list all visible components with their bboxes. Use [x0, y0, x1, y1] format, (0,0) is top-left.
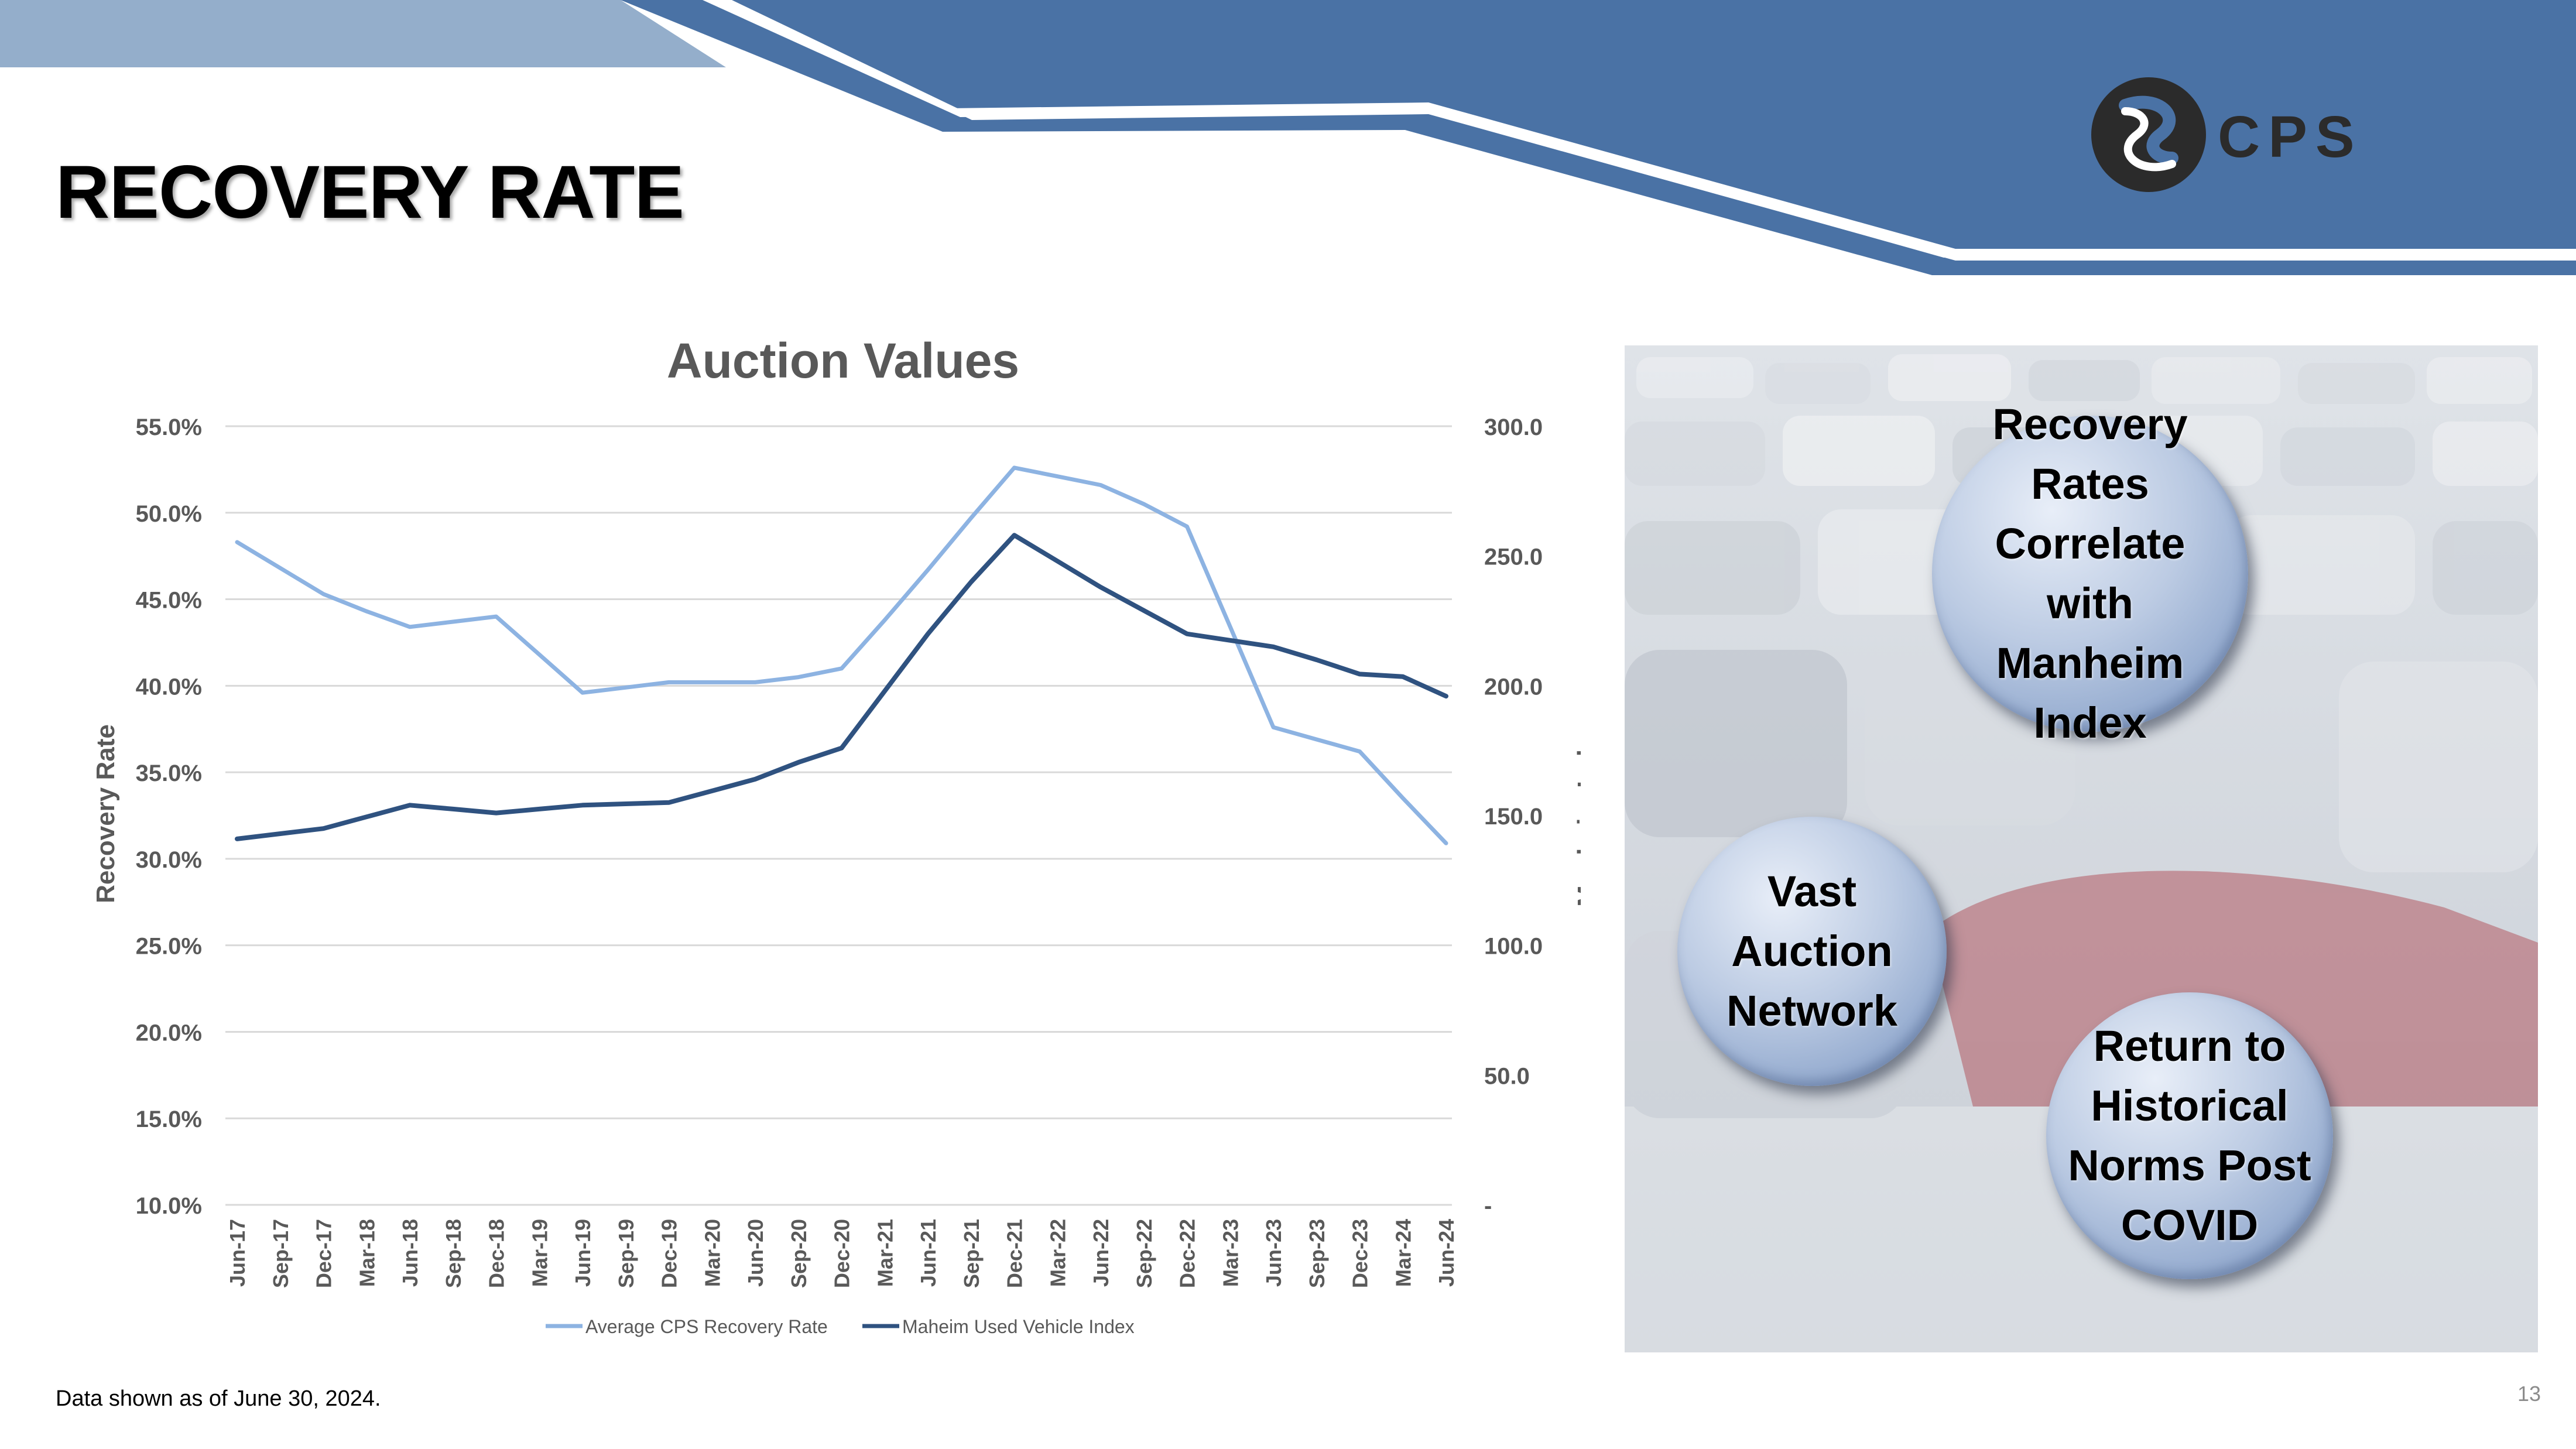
- x-tick-label: Jun-19: [571, 1219, 595, 1287]
- left-axis-ticks: 10.0% 15.0% 20.0% 25.0% 30.0% 35.0% 40.0% 45.0%…: [136, 415, 202, 1219]
- logo-text: CPS: [2218, 104, 2363, 170]
- x-tick-label: Dec-18: [485, 1219, 509, 1288]
- x-tick-label: Sep-18: [441, 1219, 465, 1288]
- right-tick-label: 50.0: [1484, 1063, 1530, 1089]
- legend-label-recovery: Average CPS Recovery Rate: [585, 1316, 828, 1337]
- bubble-recovery-correlation: Recovery Rates Correlate with Manheim In…: [1932, 400, 2248, 747]
- x-tick-label: Sep-22: [1132, 1219, 1156, 1288]
- x-tick-label: Dec-23: [1348, 1219, 1372, 1288]
- bubble-vast-auction: Vast Auction Network: [1677, 817, 1947, 1086]
- x-tick-label: Sep-23: [1305, 1219, 1329, 1288]
- auction-values-chart: Auction Values 10.0% 15.0% 20.0% 25.0% 30.0%…: [91, 333, 1581, 1337]
- x-tick-label: Jun-24: [1434, 1219, 1458, 1287]
- x-tick-label: Sep-21: [960, 1219, 984, 1288]
- right-tick-label: 100.0: [1484, 934, 1543, 960]
- header-banner: [0, 0, 2576, 275]
- left-tick-label: 10.0%: [136, 1193, 202, 1219]
- banner-light-band: [0, 0, 726, 67]
- x-tick-label: Mar-21: [873, 1219, 897, 1287]
- x-tick-label: Sep-19: [614, 1219, 638, 1288]
- manheim-index-line: [235, 533, 1448, 841]
- chart-title: Auction Values: [667, 333, 1019, 388]
- x-tick-label: Jun-23: [1262, 1219, 1286, 1287]
- x-tick-label: Mar-22: [1046, 1219, 1070, 1287]
- right-axis-label: Manheim Index: [1573, 721, 1581, 907]
- right-tick-label: 250.0: [1484, 544, 1543, 570]
- logo-mark-icon: [2091, 77, 2206, 192]
- x-axis-ticks: Jun-17 Sep-17 Dec-17 Mar-18 Jun-18 Sep-18 Dec-…: [225, 1219, 1458, 1288]
- x-tick-label: Mar-18: [355, 1219, 379, 1287]
- logo-swoosh-upper-icon: [2119, 95, 2178, 165]
- left-tick-label: 50.0%: [136, 501, 202, 527]
- right-tick-label: 150.0: [1484, 804, 1543, 830]
- chart-legend: Average CPS Recovery Rate Maheim Used Ve…: [546, 1316, 1135, 1337]
- left-tick-label: 45.0%: [136, 588, 202, 614]
- cps-logo: CPS: [2091, 77, 2363, 192]
- left-tick-label: 40.0%: [136, 674, 202, 700]
- series-lines: [235, 465, 1448, 845]
- right-tick-label: 300.0: [1484, 415, 1543, 440]
- left-axis-label: Recovery Rate: [91, 724, 120, 903]
- left-tick-label: 15.0%: [136, 1107, 202, 1132]
- bubble-historical-norms-text: Return to Historical Norms Post COVID: [2068, 1022, 2311, 1249]
- gridlines: [225, 425, 1452, 1206]
- right-tick-label: -: [1484, 1193, 1492, 1219]
- right-tick-label: 200.0: [1484, 674, 1543, 700]
- bubble-vast-auction-text: Vast Auction Network: [1727, 867, 1897, 1035]
- x-tick-label: Jun-22: [1089, 1219, 1113, 1287]
- x-tick-label: Sep-20: [787, 1219, 811, 1288]
- left-tick-label: 30.0%: [136, 847, 202, 873]
- x-tick-label: Dec-20: [830, 1219, 854, 1288]
- bubble-recovery-correlation-text: Recovery Rates Correlate with Manheim In…: [1992, 400, 2188, 747]
- x-tick-label: Mar-23: [1218, 1219, 1242, 1287]
- left-tick-label: 20.0%: [136, 1020, 202, 1046]
- x-tick-label: Jun-21: [916, 1219, 940, 1287]
- right-axis-ticks: - 50.0 100.0 150.0 200.0 250.0 300.0: [1484, 415, 1543, 1219]
- legend-label-manheim: Maheim Used Vehicle Index: [902, 1316, 1135, 1337]
- left-tick-label: 55.0%: [136, 415, 202, 440]
- auction-photo-panel: Recovery Rates Correlate with Manheim In…: [1625, 345, 2538, 1352]
- x-tick-label: Jun-18: [398, 1219, 422, 1287]
- x-tick-label: Dec-22: [1176, 1219, 1200, 1288]
- page-title: RECOVERY RATE: [56, 150, 684, 234]
- x-tick-label: Dec-21: [1003, 1219, 1027, 1288]
- x-tick-label: Mar-20: [700, 1219, 724, 1287]
- banner-dark-shape: [726, 0, 2576, 249]
- x-tick-label: Mar-19: [527, 1219, 551, 1287]
- left-tick-label: 25.0%: [136, 934, 202, 960]
- x-tick-label: Dec-17: [312, 1219, 336, 1288]
- page-number: 13: [2517, 1382, 2541, 1406]
- x-tick-label: Jun-20: [744, 1219, 768, 1287]
- left-tick-label: 35.0%: [136, 761, 202, 786]
- footnote: Data shown as of June 30, 2024.: [56, 1386, 381, 1411]
- recovery-rate-line: [235, 465, 1448, 845]
- x-tick-label: Jun-17: [225, 1219, 249, 1287]
- logo-swoosh-lower-icon: [2121, 107, 2176, 172]
- x-tick-label: Mar-24: [1391, 1219, 1415, 1287]
- x-tick-label: Sep-17: [269, 1219, 293, 1288]
- bubble-historical-norms: Return to Historical Norms Post COVID: [2046, 992, 2333, 1279]
- x-tick-label: Dec-19: [657, 1219, 681, 1288]
